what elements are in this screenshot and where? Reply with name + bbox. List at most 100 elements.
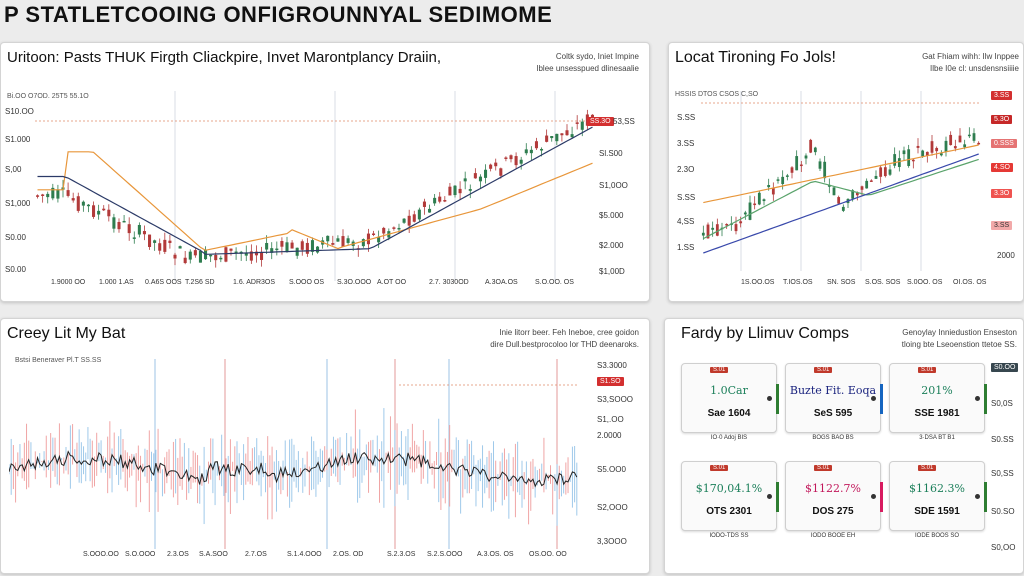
candle-body	[178, 246, 182, 249]
stat-card[interactable]: S.01 $170,04.1% OTS 2301	[681, 461, 779, 531]
panel-title: Creey Lit My Bat	[7, 325, 126, 342]
candle-body	[748, 202, 752, 220]
card-caption: BOGS BAO BS	[812, 435, 854, 441]
x-tick: S.2.3.OS	[387, 551, 416, 558]
card-sub: SDE 1591	[914, 506, 960, 517]
candle-body	[51, 187, 55, 199]
card-badge: S.01	[814, 367, 833, 373]
x-tick: 2.7. 3030OD	[429, 279, 469, 286]
card-value: Buzte Fit. Eoqa	[789, 384, 877, 397]
candle-body	[809, 139, 813, 153]
candle-body	[813, 147, 817, 153]
stat-card[interactable]: S.01 $1162.3% SDE 1591	[889, 461, 987, 531]
moving-average-line	[37, 126, 593, 255]
moving-average-line	[703, 158, 979, 240]
panel-volatility-chart[interactable]: Creey Lit My Bat Inie litorr beer. Feh I…	[0, 318, 650, 574]
card-badge: S.01	[710, 367, 729, 373]
candle-body	[244, 252, 248, 256]
candle-body	[762, 199, 766, 202]
candle-body	[715, 224, 719, 236]
candle-body	[499, 168, 503, 176]
x-tick: SN. SOS	[827, 279, 856, 286]
price-tag: S0.OO	[991, 363, 1019, 372]
candle-body	[275, 248, 279, 251]
candle-body	[341, 236, 345, 247]
right-tick: S1,0OO	[599, 181, 628, 190]
candle-body	[555, 133, 559, 142]
candle-body	[458, 188, 462, 194]
price-tag: 4.SO	[991, 163, 1013, 172]
candle-body	[550, 136, 554, 139]
panel-comps-cards[interactable]: Fardy by Llimuv Comps Genoylay Inniedust…	[664, 318, 1024, 574]
accent-bar	[776, 384, 779, 414]
panel-title: Fardy by Llimuv Comps	[681, 325, 850, 342]
indicator-dot-icon	[871, 494, 876, 499]
candlestick-chart[interactable]	[701, 91, 981, 271]
candle-body	[519, 159, 523, 164]
candle-body	[433, 197, 437, 204]
candle-body	[361, 239, 365, 247]
candle-body	[958, 135, 962, 143]
candle-body	[529, 149, 533, 154]
card-caption: IODE BOOS SO	[914, 533, 959, 539]
candle-body	[580, 121, 584, 130]
candle-body	[860, 186, 864, 190]
candle-body	[832, 187, 836, 196]
candle-body	[977, 142, 981, 145]
moving-average-line	[37, 151, 593, 251]
price-tag: 3.SS	[991, 221, 1013, 230]
indicator-dot-icon	[871, 396, 876, 401]
candle-body	[316, 246, 320, 253]
candle-body	[514, 156, 518, 166]
stat-card[interactable]: S.01 $1122.7% DOS 275	[785, 461, 883, 531]
candle-body	[254, 251, 258, 256]
candle-body	[198, 250, 202, 263]
right-tick: S3,SOOO	[597, 395, 634, 404]
candle-body	[97, 210, 101, 215]
candle-body	[972, 133, 976, 141]
app-title: P STATLETCOOING ONFIGROUNNYAL SEDIMOME	[4, 2, 553, 27]
meta-line: dire Dull.bestprocoloo lor THD deenaroks…	[490, 340, 639, 349]
x-tick: OS.OO. OO	[529, 551, 567, 558]
stat-card[interactable]: S.01 201% SSE 1981	[889, 363, 987, 433]
stat-card[interactable]: S.01 Buzte Fit. Eoqa SeS 595	[785, 363, 883, 433]
chart-toolbar[interactable]: Bi.OO O7OD. 25T5 55.1O	[7, 93, 89, 100]
accent-bar	[984, 482, 987, 512]
candle-body	[711, 227, 715, 230]
panel-price-chart[interactable]: Uritoon: Pasts THUK Firgth Cliackpire, I…	[0, 42, 650, 302]
panel-trend-chart[interactable]: Locat Tironing Fo Jols! Gat Fhiam wihh: …	[668, 42, 1024, 302]
y-tick: 3.SS	[677, 139, 695, 148]
x-tick: S.O.OOO	[125, 551, 156, 558]
candlestick-chart[interactable]	[35, 91, 595, 281]
card-sub: SeS 595	[813, 408, 853, 419]
x-tick: A.3.OS. OS	[477, 551, 514, 558]
right-tick: S2,OOO	[597, 503, 628, 512]
card-caption: IODO-TDS SS	[709, 533, 749, 539]
candle-body	[382, 227, 386, 234]
candle-body	[443, 200, 447, 202]
volatility-chart[interactable]	[9, 359, 579, 549]
candle-body	[209, 254, 213, 257]
candle-body	[851, 190, 855, 199]
candle-body	[771, 187, 775, 195]
chart-toolbar[interactable]: HSSIS DTOS CSOS C,SO	[675, 91, 759, 98]
right-label: 2000	[997, 251, 1015, 260]
x-tick: S.OOO OS	[289, 279, 325, 286]
candle-body	[41, 194, 45, 196]
candle-body	[112, 217, 116, 229]
candle-body	[855, 192, 859, 196]
candle-body	[949, 134, 953, 146]
stat-card[interactable]: S.01 1.0Car Sae 1604	[681, 363, 779, 433]
chart-toolbar[interactable]: Bstsi Beneraver Pl.T SS.SS	[15, 357, 102, 364]
candle-body	[412, 214, 416, 222]
right-tick: S5.OO0	[597, 465, 626, 474]
candle-body	[36, 195, 40, 197]
meta-line: Gat Fhiam wihh: Ilw Inppee	[922, 52, 1019, 61]
candle-body	[489, 164, 493, 169]
candle-body	[377, 236, 381, 243]
candle-body	[336, 238, 340, 242]
card-value: $1122.7%	[805, 482, 861, 495]
card-sub: SSE 1981	[914, 408, 960, 419]
right-tick: 3,3OOO	[597, 537, 627, 546]
candle-body	[484, 169, 488, 178]
